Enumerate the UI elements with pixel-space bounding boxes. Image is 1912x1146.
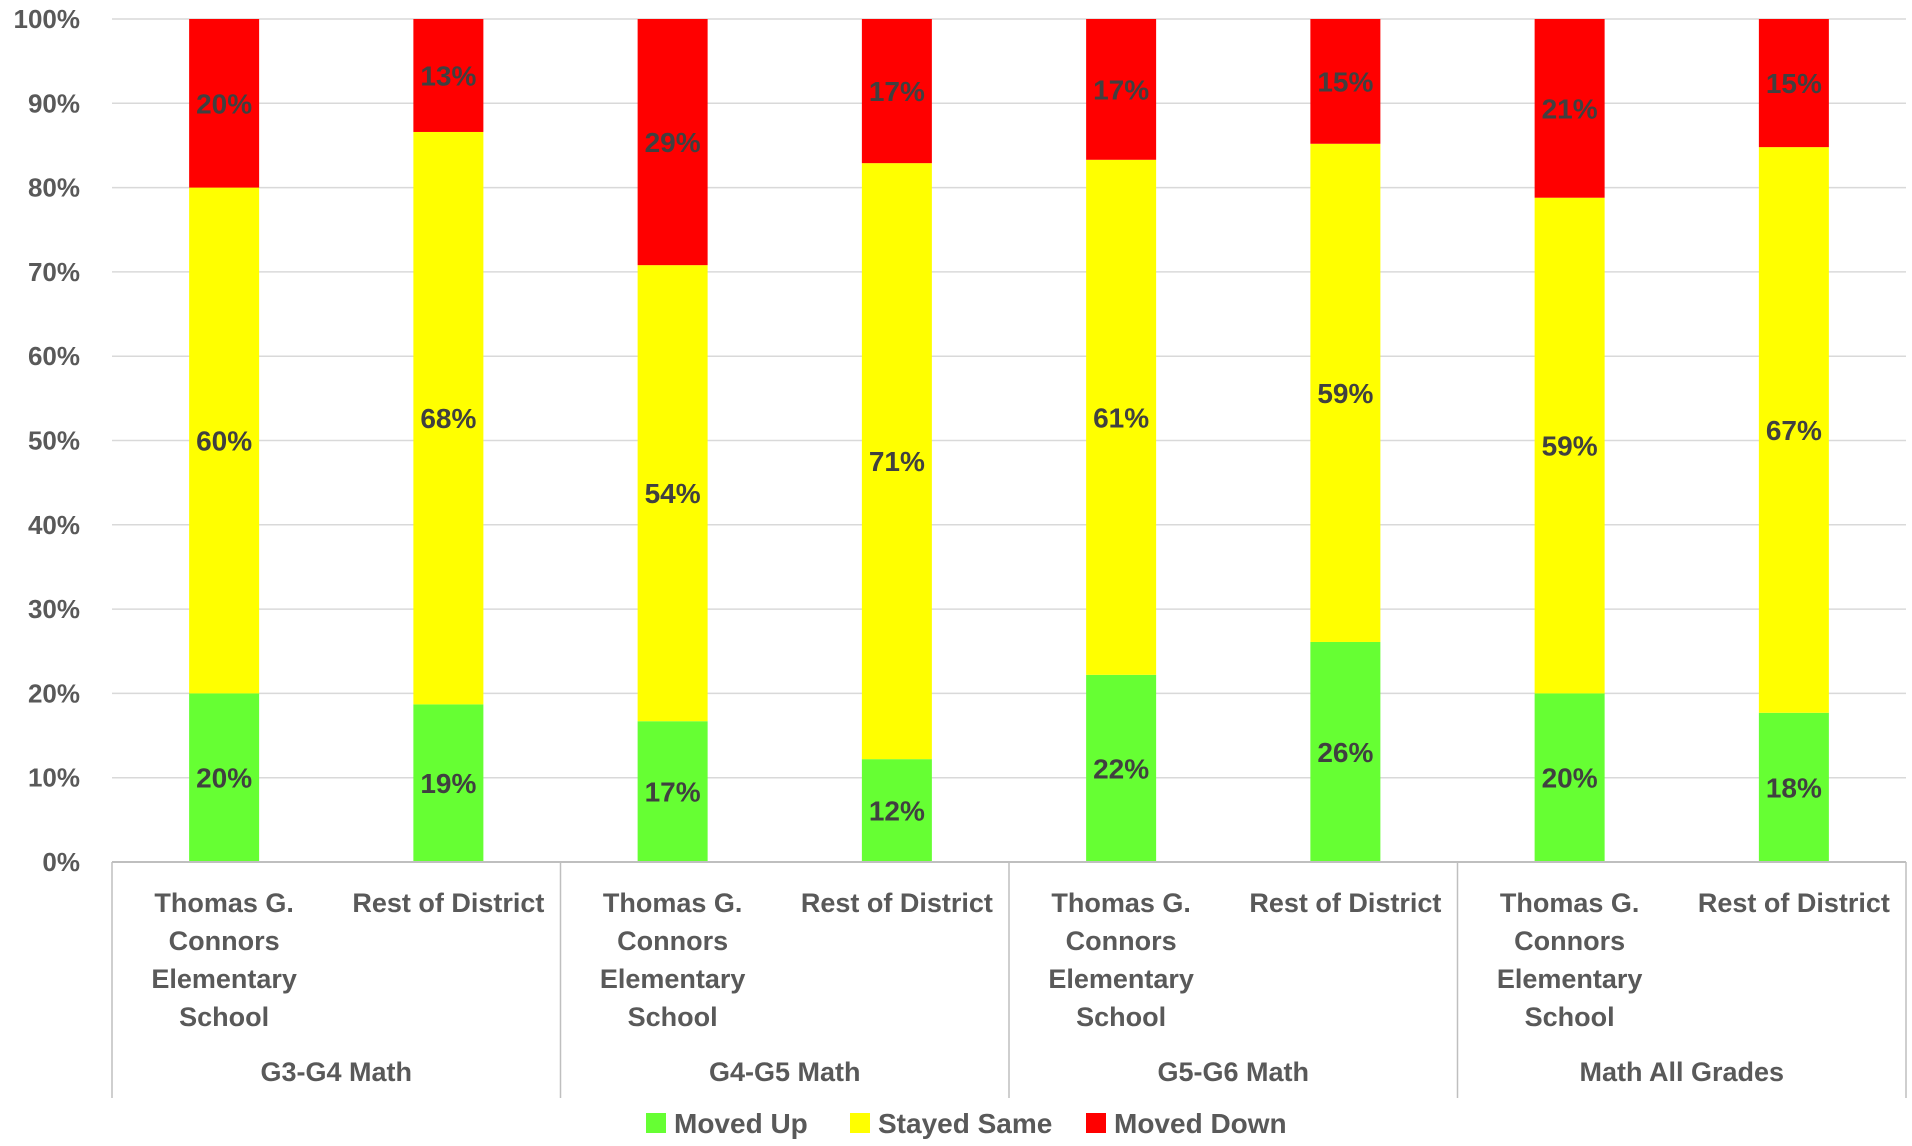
bar-segment-moved-up <box>1758 712 1829 862</box>
data-label: 15% <box>1766 68 1822 99</box>
bar-segment-moved-up <box>1310 641 1381 862</box>
category-label: Thomas G. Connors Elementary School <box>1497 888 1643 1032</box>
legend-swatch <box>1086 1113 1106 1133</box>
bar-segment-stayed-same <box>1534 197 1605 694</box>
bar-segment-moved-down <box>1758 19 1829 148</box>
bars <box>189 19 1829 862</box>
data-label: 21% <box>1542 93 1598 124</box>
y-axis-ticks: 0% 10% 20% 30% 40% 50% 60% 70% 80% 90% 100% <box>14 4 81 877</box>
bar-segment-moved-up <box>861 759 932 862</box>
data-label: 59% <box>1317 378 1373 409</box>
y-tick-label: 90% <box>28 88 80 118</box>
legend-swatch <box>646 1113 666 1133</box>
bar-segment-stayed-same <box>637 265 708 722</box>
category-label: Rest of District <box>1249 888 1441 918</box>
bar-segment-moved-down <box>1086 19 1157 160</box>
bar-segment-moved-down <box>413 19 484 132</box>
group-label: Math All Grades <box>1579 1057 1784 1087</box>
bar-segment-stayed-same <box>189 187 260 694</box>
data-label: 68% <box>420 403 476 434</box>
group-label: G5-G6 Math <box>1157 1057 1309 1087</box>
data-label: 54% <box>645 478 701 509</box>
category-label: Thomas G. Connors Elementary School <box>151 888 297 1032</box>
y-tick-label: 20% <box>28 678 80 708</box>
data-label: 61% <box>1093 402 1149 433</box>
data-label: 15% <box>1317 66 1373 97</box>
bar-segment-stayed-same <box>1758 147 1829 713</box>
category-label: Rest of District <box>801 888 993 918</box>
legend-item-stayed-same: Stayed Same <box>850 1108 1052 1139</box>
data-label: 20% <box>1542 763 1598 794</box>
data-label: 12% <box>869 796 925 827</box>
data-label: 29% <box>645 127 701 158</box>
bar-segment-moved-up <box>413 704 484 862</box>
bar-segment-moved-down <box>189 19 260 188</box>
data-label: 26% <box>1317 737 1373 768</box>
category-label: Rest of District <box>352 888 544 918</box>
bar-segment-stayed-same <box>1086 159 1157 675</box>
category-label: Rest of District <box>1698 888 1890 918</box>
data-label: 18% <box>1766 772 1822 803</box>
bar-segment-moved-down <box>861 19 932 164</box>
bar-segment-stayed-same <box>861 163 932 760</box>
y-tick-label: 30% <box>28 594 80 624</box>
group-label: G4-G5 Math <box>709 1057 861 1087</box>
bar-segment-stayed-same <box>1310 143 1381 642</box>
legend-label: Stayed Same <box>878 1108 1052 1139</box>
bar-segment-moved-up <box>189 693 260 862</box>
y-tick-label: 40% <box>28 510 80 540</box>
bar-segment-moved-down <box>1310 19 1381 144</box>
legend-swatch <box>850 1113 870 1133</box>
data-label: 59% <box>1542 431 1598 462</box>
category-label: Thomas G. Connors Elementary School <box>1048 888 1194 1032</box>
bar-segment-moved-up <box>1534 693 1605 862</box>
data-label: 22% <box>1093 753 1149 784</box>
y-tick-label: 60% <box>28 341 80 371</box>
data-label: 17% <box>1093 74 1149 105</box>
legend-label: Moved Down <box>1114 1108 1287 1139</box>
x-axis: Thomas G. Connors Elementary School Rest of … <box>111 861 1907 1098</box>
data-label: 13% <box>420 60 476 91</box>
data-label: 71% <box>869 446 925 477</box>
bar-segment-moved-up <box>1086 674 1157 862</box>
y-tick-label: 0% <box>42 847 80 877</box>
bar-segment-moved-down <box>637 19 708 266</box>
data-label: 19% <box>420 768 476 799</box>
y-tick-label: 10% <box>28 763 80 793</box>
data-label: 60% <box>196 426 252 457</box>
data-label: 17% <box>645 777 701 808</box>
legend-label: Moved Up <box>674 1108 808 1139</box>
y-tick-label: 80% <box>28 173 80 203</box>
y-tick-label: 50% <box>28 426 80 456</box>
bar-segment-moved-down <box>1534 19 1605 198</box>
y-tick-label: 70% <box>28 257 80 287</box>
category-label: Thomas G. Connors Elementary School <box>600 888 746 1032</box>
legend-item-moved-up: Moved Up <box>646 1108 808 1139</box>
y-tick-label: 100% <box>14 4 81 34</box>
data-label: 17% <box>869 76 925 107</box>
data-labels: 20% 60% 20% 19% 68% 13% 17% 54% 29% 12% 71% 17% 22% 6… <box>196 60 1822 826</box>
legend-item-moved-down: Moved Down <box>1086 1108 1287 1139</box>
legend: Moved Up Stayed Same Moved Down <box>646 1108 1287 1139</box>
bar-segment-moved-up <box>637 721 708 862</box>
gridlines <box>112 18 1906 863</box>
data-label: 20% <box>196 763 252 794</box>
bar-segment-stayed-same <box>413 131 484 705</box>
data-label: 67% <box>1766 415 1822 446</box>
data-label: 20% <box>196 88 252 119</box>
group-label: G3-G4 Math <box>260 1057 412 1087</box>
